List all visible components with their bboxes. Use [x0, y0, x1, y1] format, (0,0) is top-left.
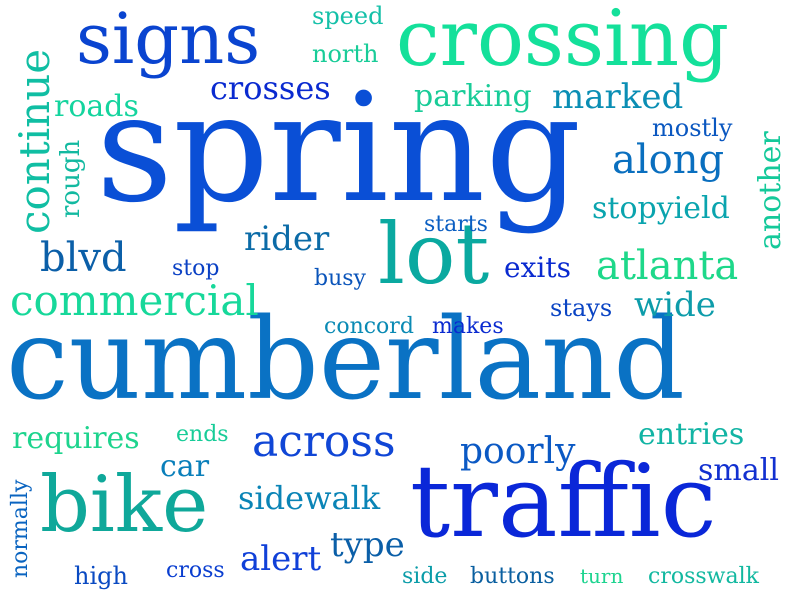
word-ends: ends: [176, 422, 229, 447]
word-crossing: crossing: [396, 0, 730, 84]
word-across: across: [252, 416, 396, 467]
word-commercial: commercial: [10, 276, 259, 325]
word-small: small: [698, 453, 779, 488]
word-buttons: buttons: [470, 564, 555, 589]
word-turn: turn: [580, 564, 624, 588]
word-busy: busy: [314, 266, 366, 291]
word-signs: signs: [76, 0, 261, 80]
word-stays: stays: [550, 294, 613, 322]
word-type: type: [330, 525, 405, 565]
word-north: north: [312, 40, 379, 68]
word-concord: concord: [324, 314, 414, 339]
word-stopyield: stopyield: [592, 191, 730, 226]
word-crosswalk: crosswalk: [648, 564, 759, 589]
word-continue: continue: [10, 48, 59, 234]
word-speed: speed: [312, 2, 384, 30]
word-side: side: [402, 564, 448, 589]
word-atlanta: atlanta: [596, 243, 739, 289]
word-wide: wide: [634, 285, 716, 325]
word-poorly: poorly: [460, 431, 576, 472]
word-exits: exits: [504, 251, 571, 284]
word-high: high: [74, 562, 128, 590]
word-mostly: mostly: [652, 114, 733, 142]
word-rough: rough: [56, 139, 86, 218]
word-makes: makes: [432, 314, 504, 339]
word-roads: roads: [54, 89, 139, 124]
word-normally: normally: [8, 479, 33, 578]
word-starts: starts: [424, 212, 488, 237]
word-cross: cross: [166, 558, 225, 583]
word-car: car: [160, 449, 210, 484]
word-rider: rider: [244, 219, 330, 259]
word-traffic: traffic: [410, 443, 717, 560]
word-cumberland: cumberland: [6, 295, 685, 425]
word-lot: lot: [378, 205, 490, 303]
word-requires: requires: [12, 421, 140, 456]
word-bike: bike: [40, 460, 209, 550]
word-spring: spring: [96, 62, 582, 236]
word-stop: stop: [172, 256, 220, 281]
word-blvd: blvd: [40, 235, 127, 281]
word-another: another: [753, 131, 788, 250]
word-sidewalk: sidewalk: [238, 479, 381, 517]
word-marked: marked: [552, 77, 684, 117]
word-parking: parking: [414, 79, 532, 114]
word-along: along: [612, 137, 725, 183]
word-alert: alert: [240, 539, 322, 579]
word-crosses: crosses: [210, 69, 331, 107]
word-entries: entries: [638, 417, 745, 452]
